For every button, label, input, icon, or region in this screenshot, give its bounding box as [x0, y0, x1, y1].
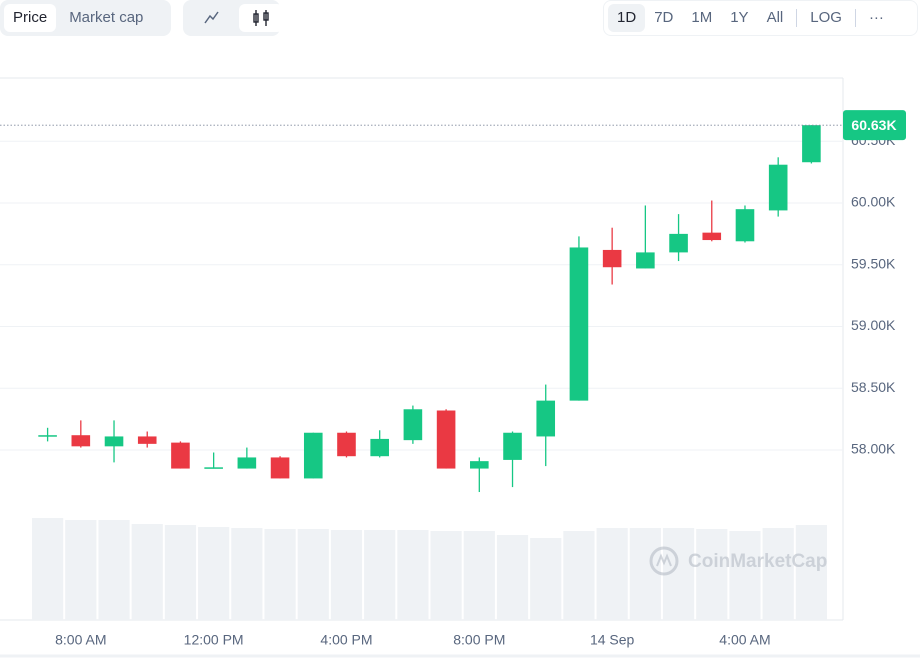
candle-body	[702, 232, 722, 241]
volume-bar	[596, 528, 628, 620]
more-button[interactable]: ···	[868, 9, 884, 26]
volume-bar	[762, 528, 794, 620]
range-button[interactable]: 7D	[654, 9, 674, 26]
volume-bar	[563, 531, 595, 620]
x-tick-label: 8:00 PM	[453, 632, 505, 648]
candle-icon	[253, 10, 269, 26]
volume-bar	[264, 529, 296, 620]
volume-bar	[65, 520, 97, 620]
candle-body	[536, 400, 556, 437]
candle-body	[270, 457, 290, 479]
tab-button[interactable]: Price	[4, 4, 57, 32]
volume-bar	[164, 525, 197, 620]
separator	[854, 9, 856, 27]
volume-bar	[696, 529, 728, 620]
line-chart-button[interactable]	[187, 4, 233, 32]
watermark: CoinMarketCap	[649, 546, 827, 576]
volume-bar	[463, 531, 495, 620]
candle-body	[569, 247, 589, 401]
candle-body	[137, 436, 157, 444]
candle-chart-button[interactable]	[239, 4, 283, 32]
volume-bar	[231, 528, 263, 620]
watermark-text: CoinMarketCap	[688, 551, 827, 572]
candle-body	[303, 432, 323, 479]
candle-body	[237, 457, 257, 469]
candle-body	[71, 435, 91, 447]
candle-body	[104, 436, 124, 447]
volume-bar	[330, 530, 363, 620]
candle-body	[403, 409, 423, 441]
data-tabs: Price Market cap	[0, 0, 171, 36]
candle-body	[370, 438, 389, 457]
candle-body	[38, 435, 57, 437]
range-button[interactable]: 1Y	[730, 9, 749, 26]
y-tick-label: 59.00K	[851, 317, 896, 333]
candle-body	[735, 209, 755, 242]
volume-bar	[629, 528, 661, 620]
y-tick-label: 58.50K	[851, 379, 896, 395]
candle-body	[337, 432, 356, 457]
candle-body	[436, 410, 456, 469]
volume-bar	[32, 518, 64, 620]
range-button[interactable]: 1D	[608, 4, 646, 32]
x-tick-label: 12:00 PM	[184, 632, 244, 648]
candle-body	[602, 249, 622, 268]
log-button[interactable]: LOG	[810, 9, 842, 26]
volume-bar	[198, 527, 230, 620]
candle-body	[802, 125, 821, 163]
volume-bar	[297, 529, 329, 620]
candle-body	[204, 467, 223, 469]
candle-body	[669, 233, 688, 253]
volume-bar	[496, 535, 529, 620]
last-price-label: 60.63K	[851, 117, 896, 133]
candle-body	[503, 432, 522, 460]
candle-body	[470, 461, 489, 469]
y-tick-label: 60.00K	[851, 194, 896, 210]
line-icon	[204, 11, 219, 24]
range-button[interactable]: 1M	[691, 9, 713, 26]
x-tick-label: 14 Sep	[590, 632, 635, 648]
volume-bar	[795, 525, 827, 620]
volume-bar	[131, 524, 163, 620]
y-tick-label: 59.50K	[851, 255, 896, 271]
y-tick-label: 58.00K	[851, 441, 896, 457]
separator	[796, 9, 798, 27]
last-price-badge	[843, 110, 906, 141]
candle-body	[636, 252, 655, 269]
chart-type-tabs	[183, 0, 283, 36]
x-tick-label: 4:00 AM	[719, 632, 770, 648]
x-tick-label: 4:00 PM	[320, 632, 372, 648]
candle-body	[768, 164, 788, 211]
volume-bar	[397, 530, 429, 620]
volume-bar	[430, 531, 462, 620]
tab-button[interactable]: Market cap	[69, 9, 144, 26]
range-button[interactable]: All	[766, 9, 784, 26]
volume-bar	[98, 520, 130, 620]
volume-bar	[530, 538, 562, 620]
volume-bar	[729, 531, 761, 620]
candle-body	[171, 442, 190, 469]
x-tick-label: 8:00 AM	[55, 632, 106, 648]
volume-bar	[364, 530, 396, 620]
range-tabs: 1D 7D 1M 1Y All LOG ···	[603, 0, 918, 36]
